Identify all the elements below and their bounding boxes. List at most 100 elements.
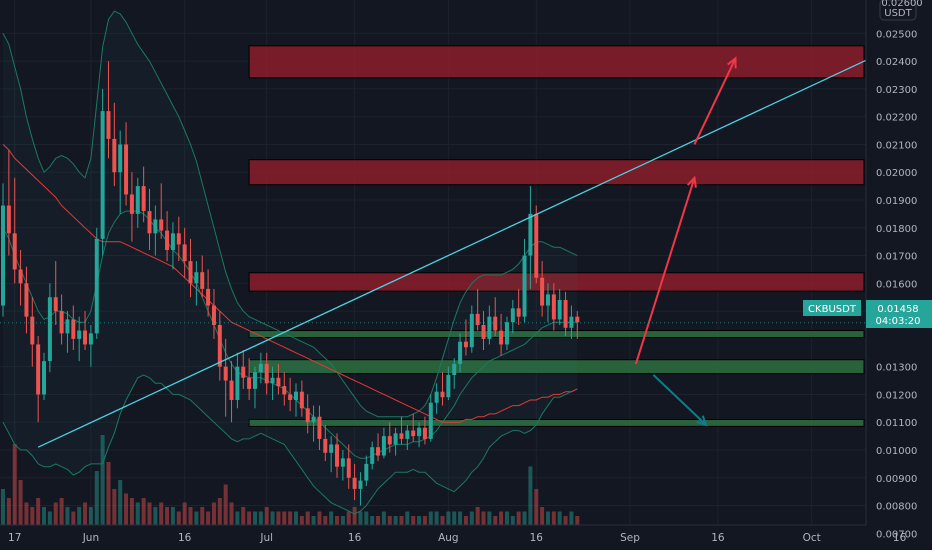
- y-tick-label: 0.00800: [876, 502, 917, 513]
- x-tick-label: 16: [530, 532, 544, 544]
- volume-bar: [311, 516, 316, 525]
- volume-bar: [112, 489, 117, 525]
- x-tick-label: 16: [893, 532, 907, 544]
- volume-bar: [282, 511, 287, 525]
- volume-bar: [393, 516, 398, 525]
- volume-bar: [194, 511, 199, 525]
- price-axis-panel: [866, 0, 932, 550]
- volume-bar: [247, 511, 252, 525]
- volume-bar: [88, 507, 93, 525]
- volume-bar: [141, 498, 146, 525]
- y-tick-label: 0.02200: [876, 113, 917, 124]
- volume-bar: [211, 502, 216, 525]
- candle-body: [112, 138, 117, 173]
- y-tick-label: 0.01600: [876, 279, 917, 290]
- candle-body: [469, 313, 474, 348]
- candle-body: [18, 269, 23, 284]
- volume-bar: [53, 502, 58, 525]
- volume-bar: [387, 516, 392, 525]
- y-tick-label: 0.01300: [876, 363, 917, 374]
- candle-body: [569, 316, 574, 328]
- candle-body: [493, 316, 498, 331]
- band-fill: [3, 11, 578, 514]
- volume-bar: [551, 511, 556, 525]
- candle-body: [376, 447, 381, 456]
- y-tick-label: 0.02400: [876, 57, 917, 68]
- candle-body: [6, 205, 11, 234]
- volume-bar: [540, 507, 545, 525]
- y-tick-label: 0.01800: [876, 224, 917, 235]
- candle-body: [217, 325, 222, 367]
- candle-body: [159, 219, 164, 231]
- volume-bar: [569, 511, 574, 525]
- candle-body: [147, 211, 152, 234]
- y-tick-label: 0.02000: [876, 168, 917, 179]
- volume-bar: [487, 511, 492, 525]
- candle-body: [88, 333, 93, 345]
- x-tick-label: Jun: [82, 532, 99, 544]
- candle-body: [346, 458, 351, 478]
- candle-body: [264, 363, 269, 384]
- resistance-zone: [248, 159, 865, 186]
- candle-body: [575, 316, 580, 323]
- unit-box: [879, 0, 917, 21]
- x-tick-label: Oct: [803, 532, 821, 544]
- candle-body: [12, 233, 17, 270]
- volume-bar: [252, 511, 257, 525]
- volume-bar: [83, 502, 88, 525]
- arrow-up-line: [693, 57, 737, 145]
- x-tick-label: Aug: [438, 532, 459, 544]
- candle-body: [463, 341, 468, 348]
- time-axis-panel: [0, 525, 866, 550]
- candle-body: [557, 300, 562, 320]
- price-axis[interactable]: 0.02600 USDT 0.02500 0.02400 0.02300 0.0220…: [865, 0, 932, 550]
- candle-body: [428, 402, 433, 439]
- x-tick-label: 16: [178, 532, 192, 544]
- volume-bar: [522, 511, 527, 525]
- candle-body: [276, 377, 281, 387]
- candle-body: [170, 233, 175, 250]
- volume-bar: [499, 511, 504, 525]
- time-axis[interactable]: 17 Jun 16 Jul 16 Aug 16 Sep 16 Oct 16: [0, 524, 907, 550]
- volume-bar: [305, 511, 310, 525]
- y-tick-label: 0.00700: [876, 529, 917, 540]
- symbol-tag: [803, 300, 861, 316]
- x-tick-label: 17: [8, 532, 21, 544]
- volume-bar: [276, 511, 281, 525]
- volume-bar: [299, 516, 304, 525]
- candle-body: [399, 433, 404, 439]
- candle-body: [563, 300, 568, 328]
- x-tick-label: Jul: [259, 532, 273, 544]
- candle-body: [381, 436, 386, 456]
- candle-body: [124, 144, 129, 195]
- y-tick-label: 0.00900: [876, 474, 917, 485]
- candle-body: [235, 366, 240, 400]
- candle-body: [229, 380, 234, 400]
- volume-bar: [510, 516, 515, 525]
- candle-body: [106, 111, 111, 139]
- volume-bar: [42, 507, 47, 525]
- candle-body: [252, 372, 257, 389]
- volume-bar: [223, 484, 228, 525]
- y-tick-label: 0.01100: [876, 418, 917, 429]
- candle-body: [522, 255, 527, 317]
- candle-body: [545, 294, 550, 306]
- volume-bar: [165, 507, 170, 525]
- volume-bar: [376, 516, 381, 525]
- volume-bar: [417, 516, 422, 525]
- arrow-down-head: [696, 415, 708, 427]
- candle-body: [487, 316, 492, 339]
- candle-body: [176, 233, 181, 245]
- volume-bar: [241, 507, 246, 525]
- y-tick-label: 0.01700: [876, 252, 917, 263]
- volume-bar: [458, 511, 463, 525]
- volume-bar: [270, 511, 275, 525]
- candle-body: [452, 363, 457, 375]
- volume-bar: [481, 511, 486, 525]
- price-tag: CKBUSDT 0.01458 04:03:20: [803, 300, 932, 328]
- volume-bars: [1, 435, 580, 525]
- volume-bar: [469, 511, 474, 525]
- support-zone: [248, 330, 865, 338]
- volume-bar: [77, 507, 82, 525]
